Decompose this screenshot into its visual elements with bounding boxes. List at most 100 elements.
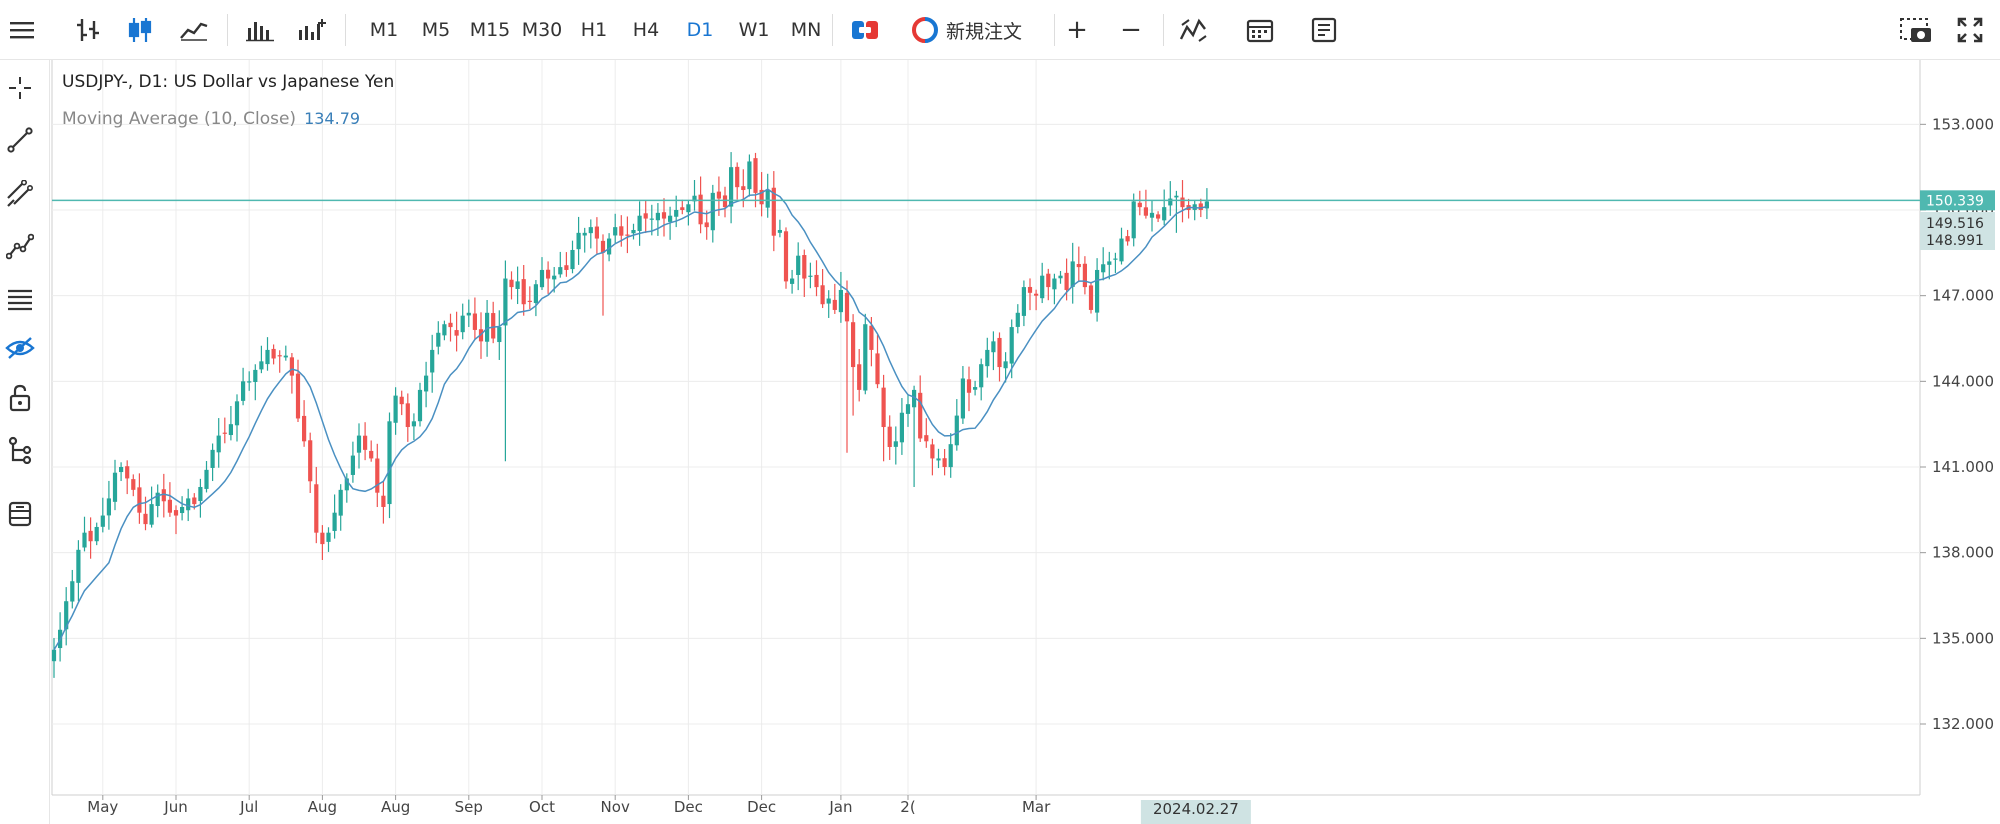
candle-body <box>387 421 392 505</box>
candle-body <box>796 255 801 275</box>
candle-body <box>180 506 185 514</box>
eye-icon[interactable] <box>0 328 40 368</box>
candle-bearish <box>771 171 776 252</box>
candle-bearish <box>1082 256 1087 295</box>
candle-body <box>436 332 441 347</box>
candle-body <box>991 341 996 353</box>
candle-body <box>186 498 191 511</box>
trend-line-icon[interactable] <box>0 120 40 160</box>
candle-body <box>125 466 130 479</box>
candle-body <box>607 238 612 255</box>
timeframe-m15[interactable]: M15 <box>469 19 511 41</box>
line-chart-type-icon[interactable] <box>176 10 212 50</box>
candle-body <box>954 415 959 446</box>
candle-body <box>369 450 374 459</box>
toolbar-separator <box>1054 14 1055 46</box>
candle-body <box>363 435 368 450</box>
candle-body <box>899 412 904 443</box>
indicator-wave-icon[interactable] <box>1176 10 1212 50</box>
candle-body <box>686 204 691 213</box>
candle-bullish <box>1149 200 1155 232</box>
new-order-button[interactable]: 新規注文 <box>946 20 1023 43</box>
candle-bearish <box>454 311 459 352</box>
candle-bullish <box>234 394 240 442</box>
candle-body <box>82 532 87 548</box>
screenshot-icon[interactable] <box>1896 10 1936 50</box>
candle-bullish <box>1131 193 1136 247</box>
candle-body <box>1052 278 1057 290</box>
candle-body <box>472 313 477 330</box>
candle-body <box>600 240 606 253</box>
candle-bullish <box>259 345 264 374</box>
parallel-channel-icon[interactable] <box>0 174 40 214</box>
zoom-in-button[interactable]: + <box>1066 15 1088 45</box>
candle-bearish <box>1137 190 1142 216</box>
candle-body <box>1058 275 1063 279</box>
candle-bearish <box>680 199 685 215</box>
indicators-icon[interactable] <box>294 10 330 50</box>
candle-body <box>1009 327 1014 364</box>
candle-body <box>832 299 837 310</box>
crosshair-icon[interactable] <box>0 68 40 108</box>
calendar-icon[interactable] <box>1242 10 1278 50</box>
candle-body <box>698 194 703 225</box>
candlestick-chart-type-icon[interactable] <box>122 10 158 50</box>
news-icon[interactable] <box>1306 10 1342 50</box>
fullscreen-icon[interactable] <box>1950 10 1990 50</box>
candle-body <box>655 212 660 221</box>
candle-body <box>765 190 770 208</box>
candle-bullish <box>588 219 593 249</box>
x-tick-label: Dec <box>747 798 776 816</box>
candle-bullish <box>1168 181 1173 216</box>
timeframe-h1[interactable]: H1 <box>580 19 608 41</box>
candle-bullish <box>210 443 215 482</box>
zoom-out-button[interactable]: − <box>1120 15 1142 45</box>
moving-average-line <box>53 188 1208 651</box>
moving-average-legend[interactable]: Moving Average (10, Close) 134.79 <box>62 109 360 129</box>
one-click-trading-icon[interactable] <box>848 10 882 50</box>
timeframe-mn[interactable]: MN <box>790 19 822 41</box>
candle-bearish <box>277 350 282 373</box>
candle-bullish <box>76 540 81 602</box>
new-order-icon[interactable] <box>908 10 942 50</box>
candle-body <box>70 581 75 602</box>
object-tree-icon[interactable] <box>0 430 40 470</box>
menu-icon[interactable] <box>4 10 40 50</box>
candle-bearish <box>924 418 929 448</box>
x-tick-label: Jun <box>163 798 187 816</box>
layers-icon[interactable] <box>0 494 40 534</box>
timeframe-m5[interactable]: M5 <box>421 19 451 41</box>
candle-body <box>283 355 288 358</box>
candle-body <box>570 249 575 270</box>
polyline-icon[interactable] <box>0 226 40 266</box>
candle-bullish <box>692 180 697 211</box>
timeframe-m1[interactable]: M1 <box>369 19 399 41</box>
x-tick-label: Nov <box>601 798 630 816</box>
timeframe-m30[interactable]: M30 <box>521 19 563 41</box>
candle-body <box>497 327 502 343</box>
candle-bearish <box>966 366 972 412</box>
candle-body <box>747 161 752 190</box>
timeframe-w1[interactable]: W1 <box>738 19 770 41</box>
fibonacci-icon[interactable] <box>0 280 40 320</box>
candle-bullish <box>790 269 795 294</box>
candle-body <box>643 213 648 219</box>
lock-icon[interactable] <box>0 378 40 418</box>
timeframe-d1[interactable]: D1 <box>686 19 714 41</box>
candle-bearish <box>1088 281 1094 314</box>
candle-body <box>1046 273 1051 288</box>
bar-chart-type-icon[interactable] <box>70 10 106 50</box>
candle-bullish <box>899 398 904 455</box>
candle-bullish <box>180 496 185 521</box>
candle-body <box>466 312 471 316</box>
candle-body <box>838 289 843 313</box>
candle-body <box>594 226 599 239</box>
candle-body <box>558 267 563 275</box>
volume-bars-icon[interactable] <box>242 10 278 50</box>
candle-body <box>1027 286 1033 293</box>
candle-body <box>918 392 923 439</box>
candle-body <box>844 292 850 322</box>
candle-bullish <box>570 240 575 274</box>
timeframe-h4[interactable]: H4 <box>632 19 660 41</box>
